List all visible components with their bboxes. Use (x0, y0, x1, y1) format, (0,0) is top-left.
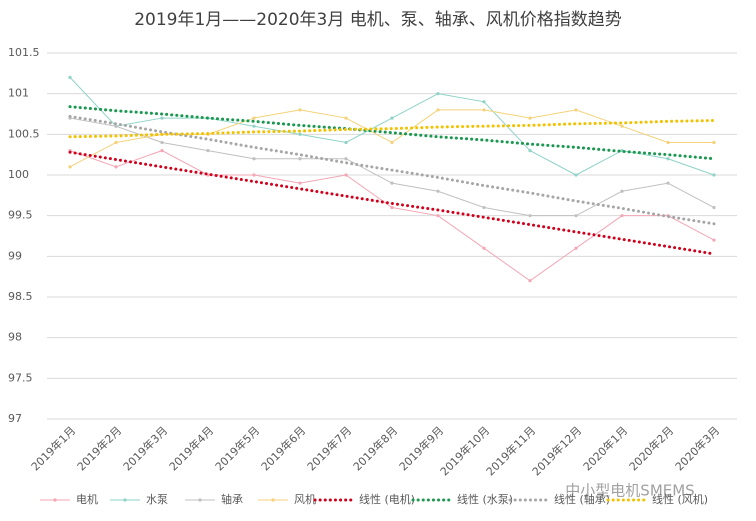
point (620, 124, 624, 128)
point (252, 173, 256, 177)
point (436, 92, 440, 96)
point (482, 246, 486, 250)
point (390, 140, 394, 145)
point (68, 165, 72, 169)
point (436, 214, 440, 218)
point (712, 205, 716, 210)
legend-label: 风机 (294, 492, 316, 506)
trendline (68, 114, 716, 226)
trendline (68, 150, 716, 256)
y-tick-label: 98.5 (8, 290, 33, 303)
point (160, 149, 164, 153)
legend-label: 电机 (76, 492, 98, 506)
point (528, 116, 532, 120)
point (298, 157, 302, 161)
trendline (68, 105, 716, 161)
point (344, 157, 348, 161)
legend-label: 线性 (风机) (652, 492, 708, 506)
point (666, 181, 670, 185)
legend-label: 线性 (水泵) (457, 492, 513, 506)
point (574, 108, 578, 112)
point (252, 124, 256, 128)
point (712, 238, 716, 242)
legend-label: 水泵 (146, 493, 168, 506)
point (528, 149, 532, 153)
point (574, 246, 578, 250)
point (160, 116, 164, 120)
trendline (68, 119, 716, 139)
point (528, 214, 532, 218)
legend-label: 线性 (电机) (359, 492, 415, 506)
point (206, 149, 210, 153)
y-tick-label: 101 (8, 87, 29, 100)
point (114, 124, 118, 128)
point (114, 140, 118, 145)
series (68, 105, 716, 161)
point (436, 189, 440, 193)
point (298, 108, 302, 112)
legend-label: 轴承 (221, 492, 243, 506)
point (574, 214, 578, 218)
point (528, 279, 532, 283)
y-tick-label: 101.5 (8, 46, 40, 59)
point (252, 116, 256, 120)
point (68, 75, 72, 79)
point (344, 173, 348, 177)
y-tick-label: 100 (8, 168, 29, 181)
legend-marker (271, 498, 275, 502)
y-tick-label: 99 (8, 249, 22, 262)
legend-marker (123, 498, 127, 502)
point (482, 108, 486, 112)
legend-marker (53, 498, 57, 502)
point (712, 140, 716, 145)
chart-title: 2019年1月——2020年3月 电机、泵、轴承、风机价格指数趋势 (134, 10, 622, 30)
point (114, 165, 118, 169)
point (712, 173, 716, 177)
point (482, 205, 486, 210)
point (252, 157, 256, 161)
point (666, 157, 670, 161)
series (68, 114, 716, 226)
y-tick-label: 97 (8, 412, 22, 425)
legend-marker (198, 498, 202, 502)
point (298, 132, 302, 136)
legend-label: 线性 (轴承) (554, 492, 610, 506)
series (68, 119, 716, 139)
y-tick-label: 99.5 (8, 209, 33, 222)
point (390, 116, 394, 120)
y-tick-label: 98 (8, 331, 22, 344)
series (68, 150, 716, 256)
watermark: 中小型电机SMEMS (565, 482, 694, 500)
y-tick-label: 97.5 (8, 371, 33, 384)
point (390, 205, 394, 210)
series (68, 116, 716, 218)
point (344, 116, 348, 120)
point (160, 140, 164, 145)
point (666, 140, 670, 145)
point (298, 181, 302, 185)
point (390, 181, 394, 185)
point (574, 173, 578, 177)
point (482, 100, 486, 104)
point (344, 140, 348, 145)
y-tick-label: 100.5 (8, 127, 40, 140)
point (620, 189, 624, 193)
point (620, 214, 624, 218)
point (436, 108, 440, 112)
